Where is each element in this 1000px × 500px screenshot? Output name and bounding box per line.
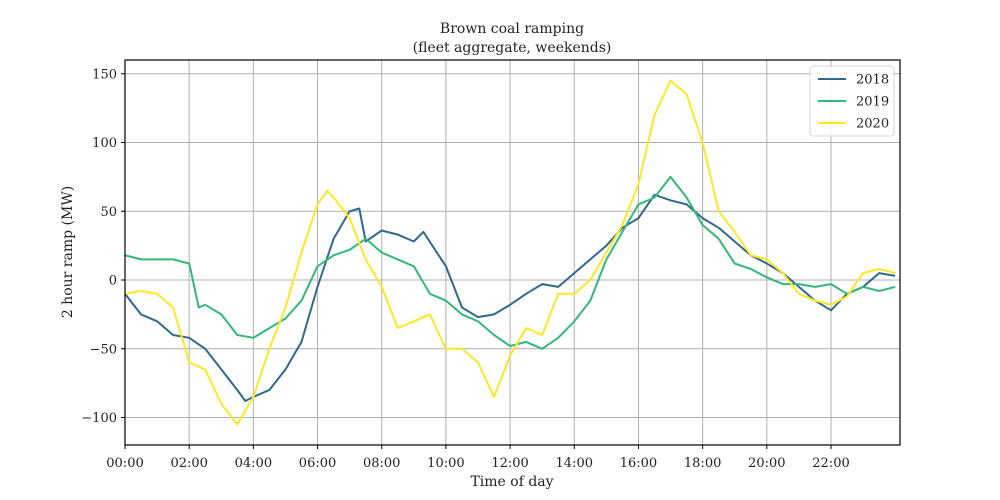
x-tick-label: 12:00 xyxy=(491,456,528,471)
x-tick-label: 16:00 xyxy=(620,456,657,471)
x-tick-label: 02:00 xyxy=(170,456,207,471)
x-tick-label: 20:00 xyxy=(748,456,785,471)
x-axis-label: Time of day xyxy=(470,474,553,490)
y-axis-label: 2 hour ramp (MW) xyxy=(60,186,76,318)
y-tick-label: −100 xyxy=(81,411,117,426)
series-line-2019 xyxy=(124,175,896,350)
series-line-2018 xyxy=(124,193,896,402)
x-tick-label: 14:00 xyxy=(556,456,593,471)
x-tick-label: 04:00 xyxy=(235,456,272,471)
legend-label: 2019 xyxy=(856,95,889,110)
x-tick-label: 00:00 xyxy=(106,456,143,471)
y-tick-label: 50 xyxy=(100,205,117,220)
y-tick-label: 100 xyxy=(92,136,117,151)
y-tick-label: −50 xyxy=(90,342,117,357)
x-tick-label: 22:00 xyxy=(812,456,849,471)
legend: 2018 2019 2020 xyxy=(809,65,895,137)
y-axis-ticks: −100 −50 0 50 100 150 xyxy=(81,67,125,426)
y-tick-label: 150 xyxy=(92,67,117,82)
grid xyxy=(124,60,900,445)
chart-title: Brown coal ramping xyxy=(440,21,584,37)
x-tick-label: 10:00 xyxy=(427,456,464,471)
chart-subtitle: (fleet aggregate, weekends) xyxy=(413,40,612,56)
x-tick-label: 08:00 xyxy=(363,456,400,471)
legend-label: 2020 xyxy=(856,117,889,132)
series-lines xyxy=(124,79,896,426)
x-tick-label: 06:00 xyxy=(299,456,336,471)
x-tick-label: 18:00 xyxy=(684,456,721,471)
x-axis-ticks: 00:00 02:00 04:00 06:00 08:00 10:00 12:00 14:00… xyxy=(106,445,850,471)
series-line-2020 xyxy=(124,79,896,426)
y-tick-label: 0 xyxy=(109,274,117,289)
legend-box xyxy=(809,65,895,137)
legend-label: 2018 xyxy=(856,73,889,88)
plot-frame xyxy=(124,59,901,446)
